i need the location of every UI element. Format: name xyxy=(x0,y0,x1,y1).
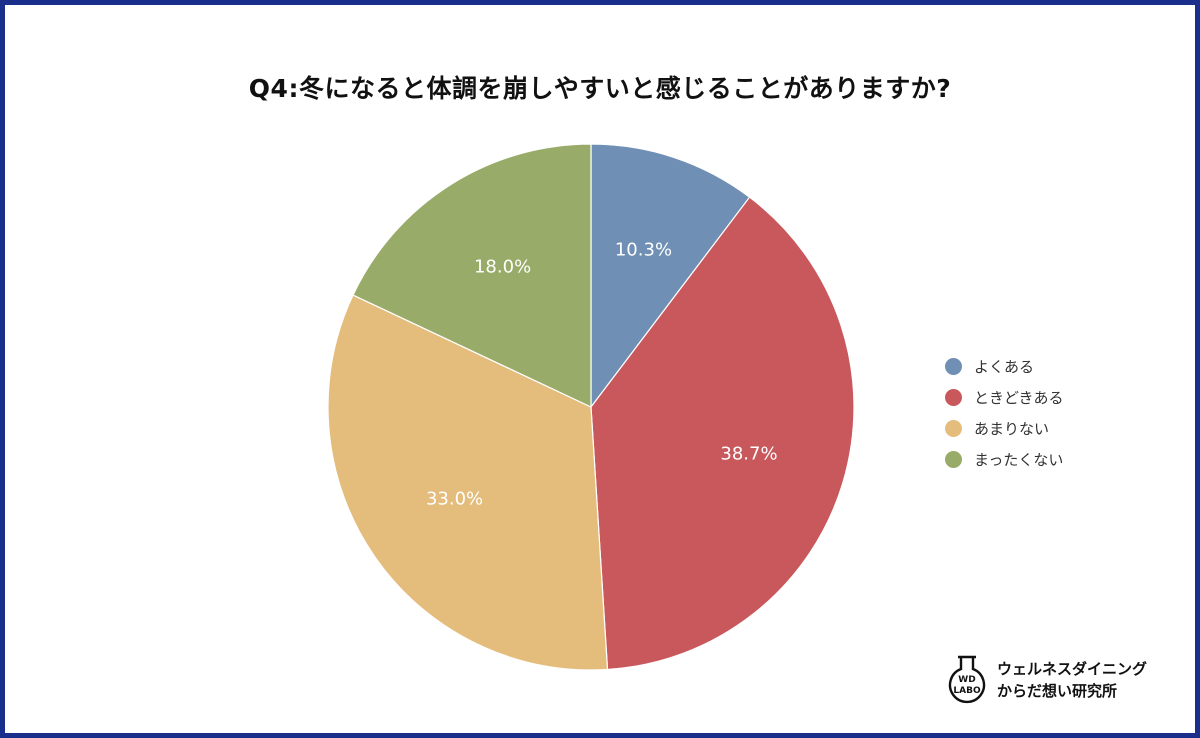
logo-line-2: からだ想い研究所 xyxy=(997,682,1118,700)
legend-swatch-4 xyxy=(945,451,962,468)
legend-item-2: ときどきある xyxy=(945,382,1064,413)
chart-legend: よくあるときどきある あまりないまったくない xyxy=(945,351,1064,475)
logo-mark-top: WD xyxy=(958,675,976,685)
pie-slice-4 xyxy=(352,143,592,408)
chart-title: Q4:冬になると体調を崩しやすいと感じることがありますか? xyxy=(248,74,952,103)
legend-swatch-2 xyxy=(945,389,962,406)
legend-item-1: よくある xyxy=(945,351,1064,382)
slice-value-label-4: 18.0% xyxy=(474,257,531,278)
legend-label-1: よくある xyxy=(974,358,1035,376)
legend-swatch-3 xyxy=(945,420,962,437)
pie-slice-2 xyxy=(590,196,855,671)
flask-logo-icon: WD LABO xyxy=(947,653,987,707)
pie-slice-3 xyxy=(327,294,609,671)
logo-text: ウェルネスダイニング からだ想い研究所 xyxy=(997,658,1147,702)
legend-swatch-1 xyxy=(945,358,962,375)
logo-line-1: ウェルネスダイニング xyxy=(997,660,1148,678)
brand-logo: WD LABO ウェルネスダイニング からだ想い研究所 xyxy=(947,653,1147,707)
legend-label-3: あまりない xyxy=(974,420,1050,438)
legend-label-4: まったくない xyxy=(974,451,1064,469)
slice-value-label-1: 10.3% xyxy=(615,240,672,261)
slice-value-label-2: 38.7% xyxy=(720,444,777,465)
logo-mark-bottom: LABO xyxy=(953,686,981,696)
legend-item-4: まったくない xyxy=(945,444,1064,475)
legend-item-3: あまりない xyxy=(945,413,1064,444)
pie-chart: 10.3% 38.7% 33.0% 18.0% xyxy=(327,143,855,671)
pie-slice-1 xyxy=(590,143,751,409)
slice-value-label-3: 33.0% xyxy=(426,489,483,510)
legend-label-2: ときどきある xyxy=(974,389,1064,407)
